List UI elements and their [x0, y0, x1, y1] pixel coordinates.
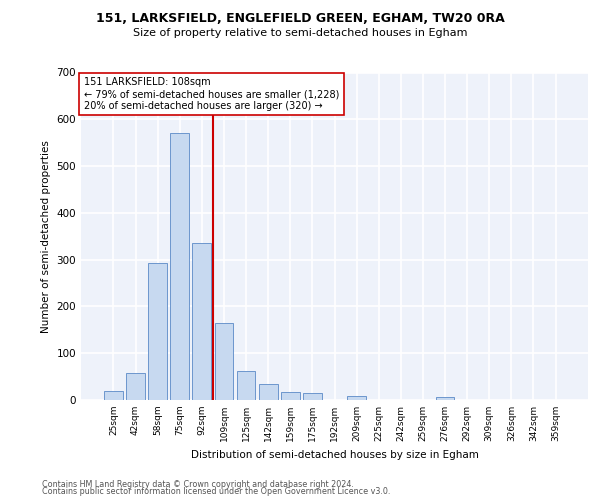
- X-axis label: Distribution of semi-detached houses by size in Egham: Distribution of semi-detached houses by …: [191, 450, 478, 460]
- Bar: [148, 263, 167, 400]
- Bar: [347, 396, 366, 400]
- Bar: [303, 392, 322, 400]
- Text: 151, LARKSFIELD, ENGLEFIELD GREEN, EGHAM, TW20 0RA: 151, LARKSFIELD, ENGLEFIELD GREEN, EGHAM…: [95, 12, 505, 26]
- Text: Size of property relative to semi-detached houses in Egham: Size of property relative to semi-detach…: [133, 28, 467, 38]
- Text: Contains public sector information licensed under the Open Government Licence v3: Contains public sector information licen…: [42, 487, 391, 496]
- Bar: [215, 323, 233, 400]
- Bar: [170, 134, 189, 400]
- Text: 151 LARKSFIELD: 108sqm
← 79% of semi-detached houses are smaller (1,228)
20% of : 151 LARKSFIELD: 108sqm ← 79% of semi-det…: [83, 78, 339, 110]
- Bar: [436, 396, 454, 400]
- Text: Contains HM Land Registry data © Crown copyright and database right 2024.: Contains HM Land Registry data © Crown c…: [42, 480, 354, 489]
- Bar: [281, 392, 299, 400]
- Y-axis label: Number of semi-detached properties: Number of semi-detached properties: [41, 140, 51, 332]
- Bar: [193, 244, 211, 400]
- Bar: [126, 374, 145, 400]
- Bar: [236, 370, 256, 400]
- Bar: [104, 390, 123, 400]
- Bar: [259, 384, 278, 400]
